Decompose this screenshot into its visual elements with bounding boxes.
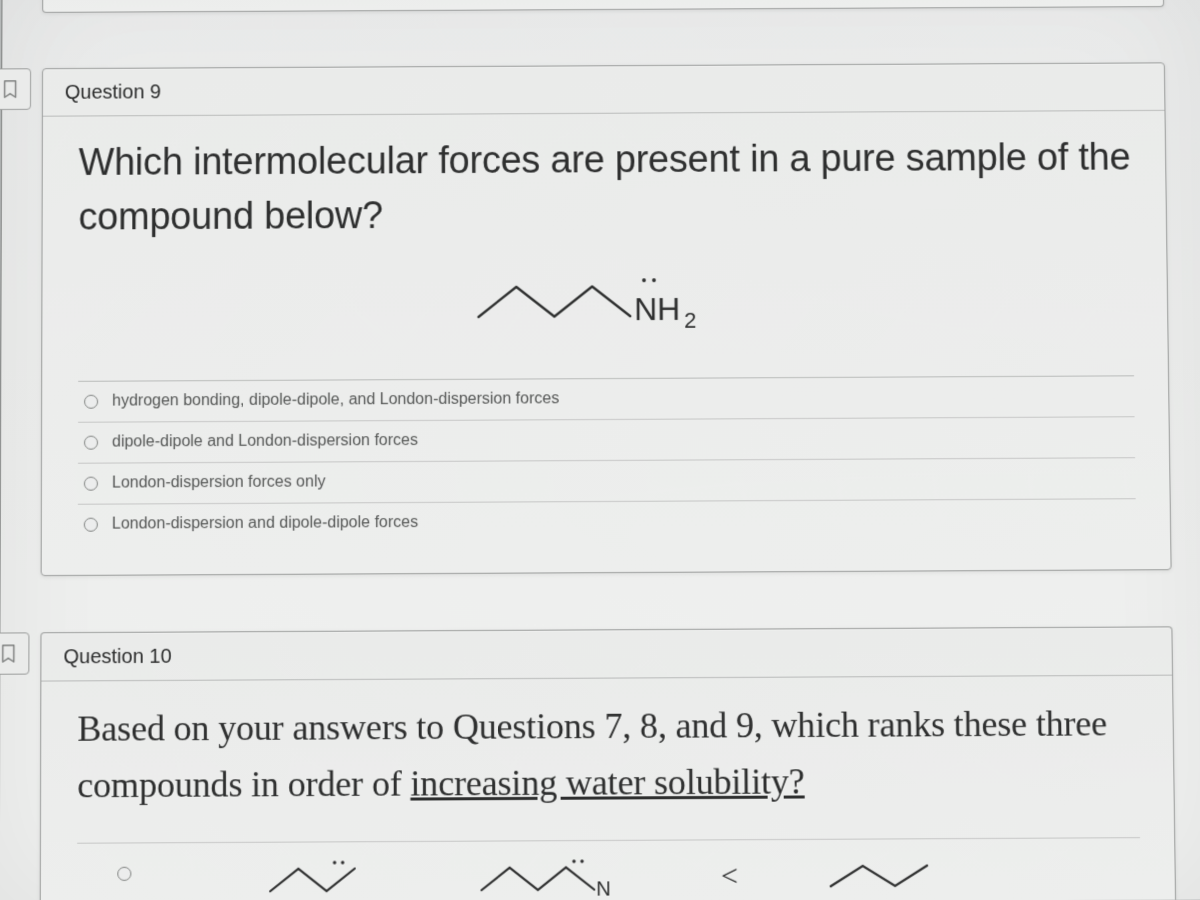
question-prompt: Based on your answers to Questions 7, 8,… bbox=[77, 696, 1139, 814]
compound-figure: NH 2 bbox=[78, 266, 1133, 335]
radio-icon[interactable] bbox=[117, 866, 131, 880]
option-row[interactable]: London-dispersion and dipole-dipole forc… bbox=[78, 499, 1136, 545]
bookmark-icon bbox=[0, 78, 21, 100]
question-header: Question 9 bbox=[43, 63, 1165, 116]
option-row[interactable]: London-dispersion forces and hydrogen bo… bbox=[73, 0, 1133, 10]
page-surface: London-dispersion forces and hydrogen bo… bbox=[0, 0, 1200, 900]
answer-row[interactable]: N < bbox=[77, 837, 1141, 899]
option-label: hydrogen bonding, dipole-dipole, and Lon… bbox=[112, 390, 559, 410]
svg-text:2: 2 bbox=[684, 308, 696, 333]
radio-icon[interactable] bbox=[84, 477, 98, 491]
molecule-svg bbox=[828, 856, 949, 897]
option-row[interactable]: hydrogen bonding, dipole-dipole, and Lon… bbox=[78, 377, 1135, 423]
molecule-svg bbox=[268, 857, 389, 900]
molecule-svg: N bbox=[479, 855, 630, 900]
question-body: Based on your answers to Questions 7, 8,… bbox=[41, 676, 1175, 900]
radio-icon[interactable] bbox=[84, 436, 98, 450]
option-label: London-dispersion forces only bbox=[112, 474, 326, 493]
quiz-sheet: London-dispersion forces and hydrogen bo… bbox=[0, 0, 1200, 900]
svg-text:NH: NH bbox=[634, 291, 680, 327]
molecule-svg: NH 2 bbox=[476, 268, 736, 333]
option-label: London-dispersion and dipole-dipole forc… bbox=[112, 514, 418, 534]
question-prompt: Which intermolecular forces are present … bbox=[78, 131, 1132, 246]
bookmark-button[interactable] bbox=[0, 633, 29, 675]
options-list: hydrogen bonding, dipole-dipole, and Lon… bbox=[78, 376, 1136, 545]
question-10-card: Question 10 Based on your answers to Que… bbox=[40, 627, 1176, 900]
question-body: Which intermolecular forces are present … bbox=[42, 111, 1171, 575]
bookmark-icon bbox=[0, 643, 19, 665]
option-label: dipole-dipole and London-dispersion forc… bbox=[112, 432, 418, 452]
question-header: Question 10 bbox=[41, 628, 1172, 682]
option-row[interactable]: London-dispersion forces only bbox=[78, 458, 1136, 505]
radio-icon[interactable] bbox=[84, 518, 98, 532]
less-than-icon: < bbox=[721, 860, 738, 894]
previous-question-card: London-dispersion forces and hydrogen bo… bbox=[42, 0, 1164, 13]
radio-icon[interactable] bbox=[84, 395, 98, 409]
bookmark-button[interactable] bbox=[0, 68, 31, 110]
svg-text:N: N bbox=[596, 879, 611, 900]
option-row[interactable]: dipole-dipole and London-dispersion forc… bbox=[78, 417, 1135, 463]
question-9-card: Question 9 Which intermolecular forces a… bbox=[41, 62, 1172, 576]
